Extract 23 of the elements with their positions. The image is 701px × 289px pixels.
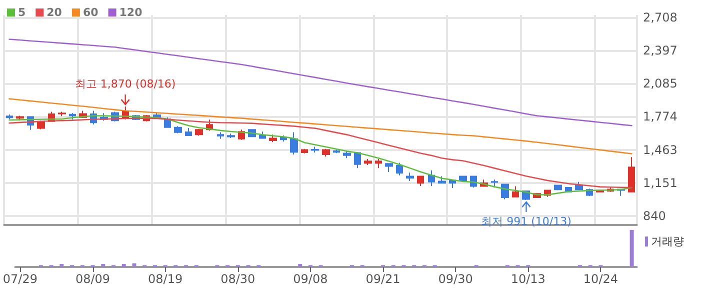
legend-label: 거래량 [651,235,684,248]
x-tick-label: 09/30 [438,272,473,286]
x-tick-label: 10/24 [583,272,618,286]
y-tick-label: 2,085 [643,76,678,91]
legend-label: 120 [119,6,143,19]
legend-label: 5 [18,6,26,19]
annotation: 최고 1,870 (08/16) [74,78,176,91]
x-tick-label: 09/08 [293,272,328,286]
legend-label: 60 [82,6,99,19]
x-tick-label: 09/21 [366,272,400,286]
y-tick-label: 840 [643,209,666,224]
y-tick-label: 1,151 [643,176,678,190]
x-tick-label: 08/30 [220,272,256,286]
x-tick-label: 08/19 [148,272,183,286]
y-tick-label: 2,397 [643,43,678,58]
y-tick-label: 1,774 [643,110,678,124]
legend-label: 20 [46,6,62,19]
annotation: 최저 991 (10/13) [481,214,572,228]
x-tick-label: 10/13 [510,272,546,286]
y-tick-label: 2,708 [643,10,678,24]
x-tick-label: 08/09 [75,272,110,286]
x-tick-label: 07/29 [2,272,38,286]
y-tick-label: 1,463 [643,142,678,157]
